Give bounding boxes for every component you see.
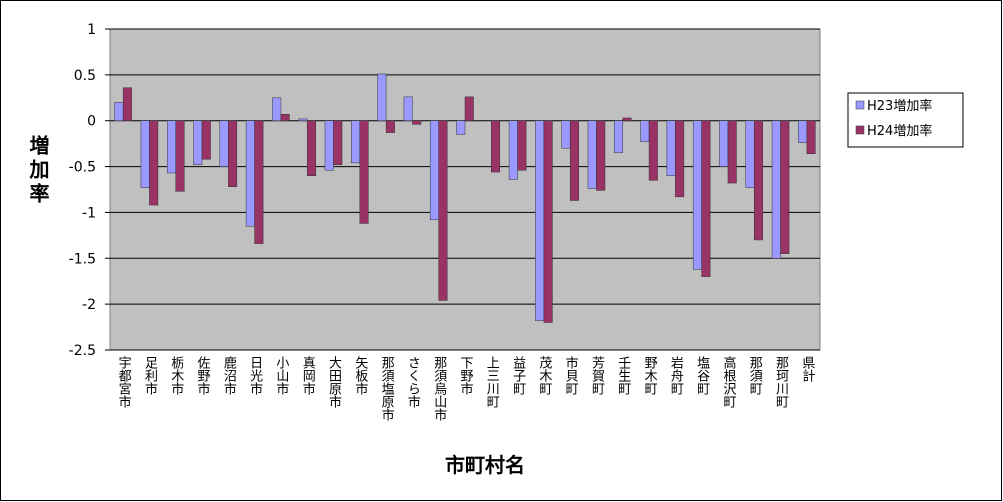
x-tick-label: 宇都宮市 <box>116 356 132 408</box>
bar <box>771 120 781 259</box>
y-tick-label: 0 <box>87 114 96 130</box>
bar <box>456 120 466 135</box>
bar <box>719 120 729 167</box>
bar <box>149 120 159 206</box>
x-tick-label: 足利市 <box>142 356 158 395</box>
x-tick-label: 小山市 <box>273 356 289 395</box>
bar <box>175 120 185 192</box>
bar <box>438 120 448 301</box>
x-tick-label: 鹿沼市 <box>221 355 237 395</box>
bar <box>429 120 439 221</box>
bar <box>517 120 527 171</box>
bar <box>193 120 203 165</box>
bar <box>464 96 474 121</box>
x-tick-label: 日光市 <box>247 356 263 395</box>
legend-swatch <box>855 100 865 110</box>
x-tick-label: さくら市 <box>405 356 421 408</box>
y-tick-label: -2.5 <box>69 343 96 359</box>
x-tick-label: 芳賀町 <box>589 356 605 395</box>
plot-area <box>109 28 821 351</box>
bar <box>298 118 308 121</box>
x-tick-label: 真岡市 <box>300 356 316 395</box>
bar <box>648 120 658 181</box>
x-tick-label: 岩舟町 <box>668 356 684 395</box>
bar <box>569 120 579 201</box>
legend-swatch <box>855 125 865 135</box>
y-tick-label: 0.5 <box>74 68 96 84</box>
x-tick-label: 下野市 <box>458 356 474 395</box>
bar <box>754 120 764 241</box>
bar <box>412 120 422 125</box>
bar <box>780 120 790 254</box>
bar <box>166 120 176 174</box>
y-axis-title: 増加率 <box>26 134 50 207</box>
x-tick-label: 益子町 <box>510 356 526 395</box>
y-tick-label: -0.5 <box>69 160 96 176</box>
bar <box>140 120 150 188</box>
bar <box>359 120 369 224</box>
y-tick-label: -1 <box>82 205 96 221</box>
x-axis-title: 市町村名 <box>445 453 525 477</box>
bar <box>272 97 282 121</box>
bar <box>535 120 545 321</box>
x-tick-label: 市貝町 <box>563 355 579 395</box>
legend-box <box>847 92 964 148</box>
bar <box>280 114 290 121</box>
bar <box>333 120 343 165</box>
y-tick-label: 1 <box>87 22 96 38</box>
bar <box>385 120 395 133</box>
x-tick-label: 壬生町 <box>615 356 631 395</box>
bar <box>806 120 816 154</box>
bar <box>245 120 255 227</box>
legend-label: H23増加率 <box>867 98 932 114</box>
bar <box>561 120 571 149</box>
y-tick-label: -2 <box>82 297 96 313</box>
x-tick-label: 野木町 <box>642 356 658 395</box>
bar <box>614 120 624 154</box>
bar <box>403 96 413 121</box>
bar <box>306 120 316 176</box>
bar <box>622 117 632 121</box>
bar <box>508 120 518 180</box>
bar <box>727 120 737 184</box>
x-tick-label: 栃木市 <box>168 356 184 395</box>
bar <box>692 120 702 270</box>
legend-label: H24増加率 <box>867 123 932 139</box>
x-tick-label: 県計 <box>799 356 815 382</box>
bar <box>745 120 755 188</box>
x-tick-label: 茂木町 <box>536 356 552 395</box>
bar <box>543 120 553 323</box>
bar <box>219 120 229 167</box>
x-tick-label: 那珂川町 <box>773 356 789 408</box>
bar <box>114 102 124 121</box>
bar <box>587 120 597 189</box>
x-tick-label: 大田原市 <box>326 356 342 408</box>
bar <box>324 120 334 171</box>
bar <box>640 120 650 143</box>
x-tick-label: 那須塩原市 <box>379 356 395 421</box>
x-tick-label: 佐野市 <box>195 356 211 395</box>
y-tick-label: -1.5 <box>69 251 96 267</box>
x-tick-label: 上三川町 <box>484 356 500 408</box>
bar <box>491 120 501 173</box>
bar <box>701 120 711 277</box>
bar <box>675 120 685 198</box>
bar <box>122 87 132 121</box>
bar <box>666 120 676 176</box>
bar <box>201 120 211 160</box>
bar <box>228 120 238 187</box>
bar <box>377 73 387 121</box>
x-tick-label: 那須烏山市 <box>431 356 447 421</box>
bar <box>254 120 264 244</box>
x-tick-label: 矢板市 <box>352 356 368 395</box>
bar <box>798 120 808 143</box>
x-tick-label: 高根沢町 <box>720 355 736 408</box>
x-tick-label: 塩谷町 <box>694 356 710 395</box>
bar <box>351 120 361 164</box>
bar <box>596 120 606 191</box>
x-tick-label: 那須町 <box>747 356 763 395</box>
